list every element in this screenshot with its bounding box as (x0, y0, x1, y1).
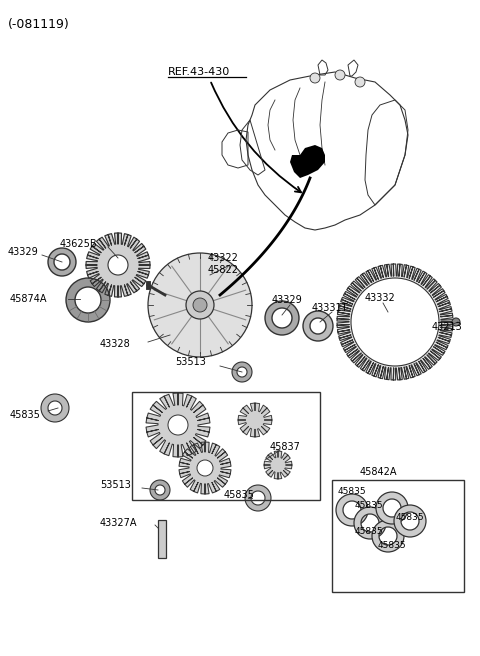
Text: 45874A: 45874A (10, 294, 48, 304)
Wedge shape (232, 362, 252, 382)
Polygon shape (179, 442, 231, 494)
Circle shape (351, 278, 439, 366)
Polygon shape (264, 451, 292, 479)
Text: 45835: 45835 (224, 490, 255, 500)
Circle shape (108, 255, 128, 275)
Text: (-081119): (-081119) (8, 18, 70, 31)
Bar (332, 480, 464, 592)
Wedge shape (354, 507, 386, 539)
Wedge shape (336, 494, 368, 526)
Bar (158, 520, 166, 558)
Text: 45835: 45835 (396, 514, 425, 522)
Text: 43332: 43332 (365, 293, 396, 303)
Wedge shape (372, 520, 404, 552)
Circle shape (310, 73, 320, 83)
Text: 45837: 45837 (270, 442, 301, 452)
Text: 43625B: 43625B (60, 239, 97, 249)
Text: 43329: 43329 (272, 295, 303, 305)
Wedge shape (265, 301, 299, 335)
Wedge shape (48, 248, 76, 276)
Wedge shape (150, 480, 170, 500)
Wedge shape (303, 311, 333, 341)
Polygon shape (290, 145, 325, 178)
Text: 45842A: 45842A (360, 467, 397, 477)
Text: 43213: 43213 (432, 322, 463, 332)
Circle shape (148, 253, 252, 357)
Circle shape (452, 318, 460, 326)
Wedge shape (394, 505, 426, 537)
Text: 43331T: 43331T (312, 303, 348, 313)
Wedge shape (66, 278, 110, 322)
Circle shape (193, 298, 207, 312)
Wedge shape (245, 485, 271, 511)
Polygon shape (238, 403, 272, 437)
Text: 45835: 45835 (10, 410, 41, 420)
Text: 45835: 45835 (338, 487, 367, 497)
Text: 45822: 45822 (208, 265, 239, 275)
Circle shape (197, 460, 213, 476)
Text: 53513: 53513 (175, 357, 206, 367)
Text: 45835: 45835 (378, 541, 407, 550)
Text: 43322: 43322 (208, 253, 239, 263)
Polygon shape (337, 264, 453, 380)
Text: 43327A: 43327A (100, 518, 137, 528)
Text: 53513: 53513 (100, 480, 131, 490)
Circle shape (335, 70, 345, 80)
Text: 45835: 45835 (355, 501, 384, 510)
Circle shape (168, 415, 188, 435)
Text: 45835: 45835 (355, 527, 384, 537)
Bar (132, 392, 320, 500)
Text: REF.43-430: REF.43-430 (168, 67, 230, 77)
Polygon shape (146, 393, 210, 457)
Wedge shape (41, 394, 69, 422)
Polygon shape (349, 276, 441, 368)
Polygon shape (86, 233, 150, 297)
Circle shape (186, 291, 214, 319)
Text: 43328: 43328 (100, 339, 131, 349)
Circle shape (355, 77, 365, 87)
Text: 43329: 43329 (8, 247, 39, 257)
Wedge shape (376, 492, 408, 524)
